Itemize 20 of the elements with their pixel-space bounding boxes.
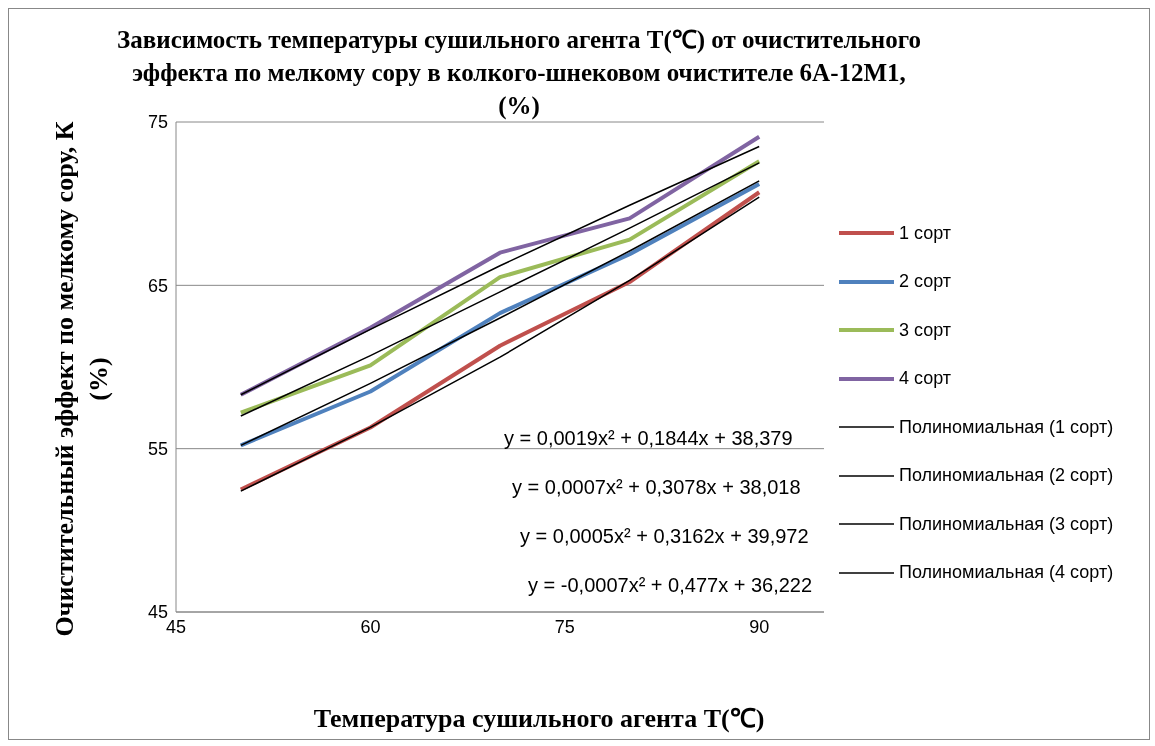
legend-label: Полиномиальная (3 сорт) bbox=[899, 513, 1114, 535]
annotation: y = 0,0005x² + 0,3162x + 39,972 bbox=[520, 525, 809, 548]
legend-label: 1 сорт bbox=[899, 222, 952, 244]
legend-label: 3 сорт bbox=[899, 319, 952, 341]
x-tick-label: 60 bbox=[360, 616, 381, 637]
legend-label: 2 сорт bbox=[899, 271, 952, 293]
legend-label: Полиномиальная (2 сорт) bbox=[899, 465, 1114, 487]
legend-label: 4 сорт bbox=[899, 368, 952, 390]
y-tick-label: 65 bbox=[147, 275, 168, 296]
legend-label: Полиномиальная (4 сорт) bbox=[899, 562, 1114, 584]
x-tick-label: 90 bbox=[749, 616, 770, 637]
legend-label: Полиномиальная (1 сорт) bbox=[899, 416, 1114, 438]
x-axis-title: Температура сушильного агента T(℃) bbox=[312, 703, 766, 735]
y-axis-title: Очистительный эффект по мелкому сору, К (%) bbox=[49, 120, 114, 639]
y-tick-label: 45 bbox=[147, 602, 168, 623]
y-tick-label: 55 bbox=[147, 439, 168, 460]
x-tick-label: 75 bbox=[554, 616, 575, 637]
annotation: y = 0,0019x² + 0,1844x + 38,379 bbox=[504, 427, 793, 450]
annotation: y = 0,0007x² + 0,3078x + 38,018 bbox=[512, 476, 801, 499]
annotation: y = -0,0007x² + 0,477x + 36,222 bbox=[528, 574, 813, 597]
